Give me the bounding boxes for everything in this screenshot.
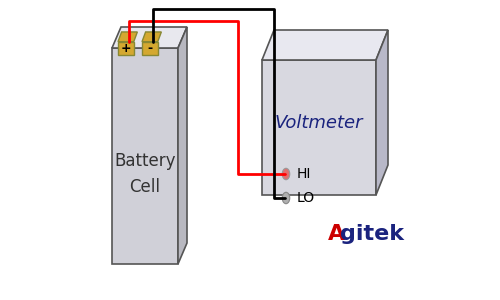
Polygon shape [112,27,187,48]
Ellipse shape [282,192,290,204]
Text: HI: HI [296,167,311,181]
Polygon shape [262,30,388,60]
FancyBboxPatch shape [118,42,134,55]
Text: Voltmeter: Voltmeter [275,114,363,132]
FancyBboxPatch shape [262,60,376,195]
Polygon shape [376,30,388,195]
Text: gitek: gitek [340,224,404,244]
Text: LO: LO [296,191,314,205]
Ellipse shape [282,168,290,180]
Text: Battery
Cell: Battery Cell [114,152,176,196]
Text: +: + [120,42,131,55]
Polygon shape [178,27,187,264]
Text: A: A [328,224,345,244]
FancyBboxPatch shape [112,48,178,264]
Text: -: - [148,42,152,55]
FancyBboxPatch shape [142,42,158,55]
Polygon shape [142,32,162,42]
Polygon shape [118,32,138,42]
